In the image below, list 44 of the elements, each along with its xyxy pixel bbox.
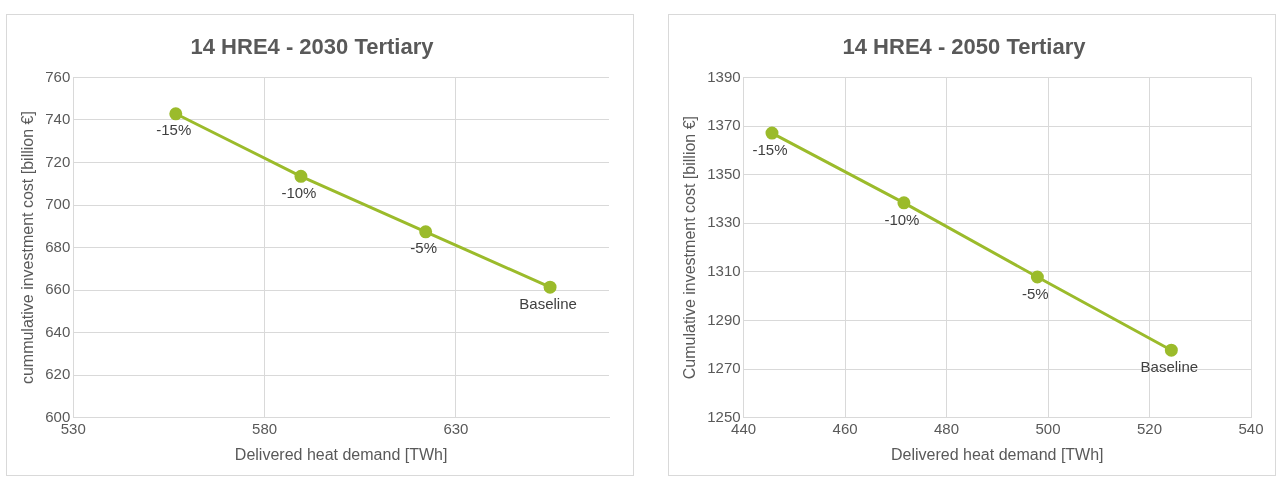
x-tick-label: 500 <box>1035 419 1061 437</box>
point <box>169 107 183 121</box>
x-tick-label: 630 <box>443 419 469 437</box>
annotation: -15% <box>156 121 192 139</box>
annotation: Baseline <box>519 294 577 312</box>
y-tick-label: 640 <box>45 322 71 340</box>
x-axis-title: Delivered heat demand [TWh] <box>891 445 1104 463</box>
annotation: -15% <box>752 140 788 158</box>
annotation: -5% <box>1022 284 1049 302</box>
y-axis-title: Cumulative investment cost [billion €] <box>681 115 699 380</box>
y-tick-label: 1370 <box>707 116 741 134</box>
y-tick-label: 680 <box>45 237 71 255</box>
y-tick-label: 1330 <box>707 213 741 231</box>
annotation: -10% <box>281 183 317 201</box>
x-tick-label: 540 <box>1238 419 1264 437</box>
y-tick-label: 740 <box>45 110 71 128</box>
y-tick-label: 1390 <box>707 67 741 85</box>
x-tick-label: 580 <box>252 419 278 437</box>
x-tick-label: 480 <box>934 419 960 437</box>
point <box>543 280 557 294</box>
annotation: -10% <box>884 210 920 228</box>
y-tick-label: 1310 <box>707 262 741 280</box>
x-tick-label: 460 <box>832 419 858 437</box>
point <box>765 126 779 140</box>
y-axis-title: cummulative investment cost [billion €] <box>19 111 37 385</box>
y-tick-label: 760 <box>45 67 71 85</box>
annotation: -5% <box>410 239 438 257</box>
y-tick-label: 720 <box>45 152 71 170</box>
y-tick-label: 1290 <box>707 310 741 328</box>
y-tick-label: 660 <box>45 280 71 298</box>
point <box>897 196 911 210</box>
chart-title: 14 HRE4 - 2030 Tertiary <box>190 34 435 60</box>
y-tick-label: 1270 <box>707 359 741 377</box>
point <box>294 169 308 183</box>
x-tick-label: 520 <box>1137 419 1163 437</box>
y-tick-label: 700 <box>45 195 71 213</box>
point <box>1030 270 1044 284</box>
point <box>419 225 433 239</box>
annotation: Baseline <box>1140 357 1199 375</box>
x-axis-title: Delivered heat demand [TWh] <box>234 445 448 463</box>
point <box>1164 343 1178 357</box>
y-tick-label: 1350 <box>707 164 741 182</box>
y-tick-label: 620 <box>45 365 71 383</box>
chart-title: 14 HRE4 - 2050 Tertiary <box>842 34 1087 60</box>
